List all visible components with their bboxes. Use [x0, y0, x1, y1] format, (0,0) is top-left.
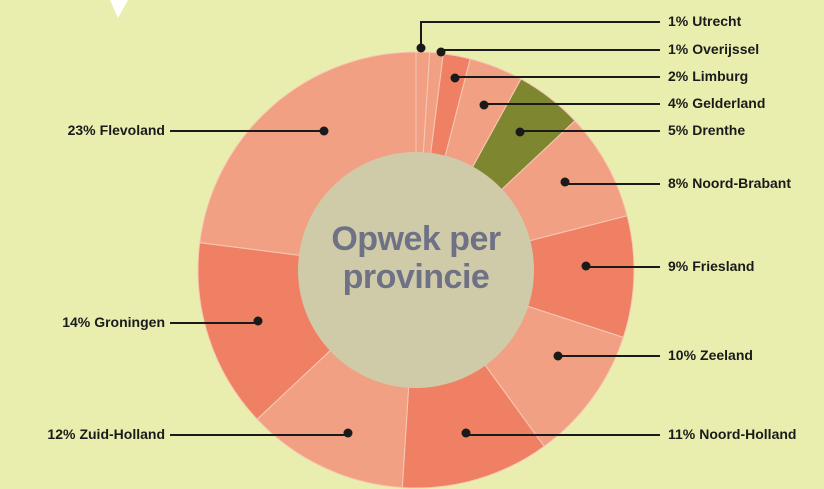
category-label: Groningen — [94, 314, 165, 330]
data-label: 1% Overijssel — [668, 41, 759, 57]
value-label: 14% — [62, 314, 91, 330]
leader-dot — [436, 47, 446, 57]
value-label: 1% — [668, 41, 689, 57]
leader-line — [440, 49, 660, 52]
leader-dot — [479, 100, 489, 110]
leader-line — [420, 21, 660, 48]
data-label: 2% Limburg — [668, 68, 748, 84]
value-label: 2% — [668, 68, 689, 84]
data-label: 9% Friesland — [668, 258, 754, 274]
value-label: 1% — [668, 13, 689, 29]
category-label: Zeeland — [700, 347, 753, 363]
leader-line — [519, 130, 660, 132]
data-label: 14% Groningen — [62, 314, 165, 330]
category-label: Utrecht — [692, 13, 741, 29]
value-label: 23% — [68, 122, 97, 138]
data-label: 23% Flevoland — [68, 122, 165, 138]
category-label: Drenthe — [692, 122, 745, 138]
category-label: Limburg — [692, 68, 748, 84]
data-label: 1% Utrecht — [668, 13, 742, 29]
center-circle — [298, 152, 534, 388]
leader-dot — [581, 261, 591, 271]
category-label: Friesland — [692, 258, 754, 274]
value-label: 5% — [668, 122, 689, 138]
decoration — [110, 0, 128, 18]
value-label: 9% — [668, 258, 689, 274]
data-label: 8% Noord-Brabant — [668, 175, 791, 191]
data-label: 12% Zuid-Holland — [47, 426, 165, 442]
leader-dot — [416, 43, 426, 53]
value-label: 8% — [668, 175, 689, 191]
data-label: 10% Zeeland — [668, 347, 753, 363]
leader-dot — [461, 428, 471, 438]
leader-dot — [253, 316, 263, 326]
category-label: Noord-Holland — [699, 426, 796, 442]
leader-dot — [343, 428, 353, 438]
data-label: 11% Noord-Holland — [668, 426, 796, 442]
leader-dot — [560, 177, 570, 187]
data-label: 4% Gelderland — [668, 95, 765, 111]
leader-line — [454, 76, 660, 78]
chart-title: Opwek per provincie — [331, 220, 501, 296]
category-label: Gelderland — [692, 95, 765, 111]
leader-line — [585, 266, 660, 268]
leader-line — [483, 103, 660, 105]
category-label: Flevoland — [100, 122, 165, 138]
leader-dot — [515, 127, 525, 137]
category-label: Zuid-Holland — [79, 426, 165, 442]
leader-dot — [319, 126, 329, 136]
value-label: 12% — [47, 426, 76, 442]
category-label: Noord-Brabant — [692, 175, 791, 191]
value-label: 11% — [668, 426, 696, 442]
category-label: Overijssel — [692, 41, 759, 57]
value-label: 10% — [668, 347, 697, 363]
value-label: 4% — [668, 95, 689, 111]
data-label: 5% Drenthe — [668, 122, 745, 138]
leader-dot — [553, 351, 563, 361]
leader-dot — [450, 73, 460, 83]
